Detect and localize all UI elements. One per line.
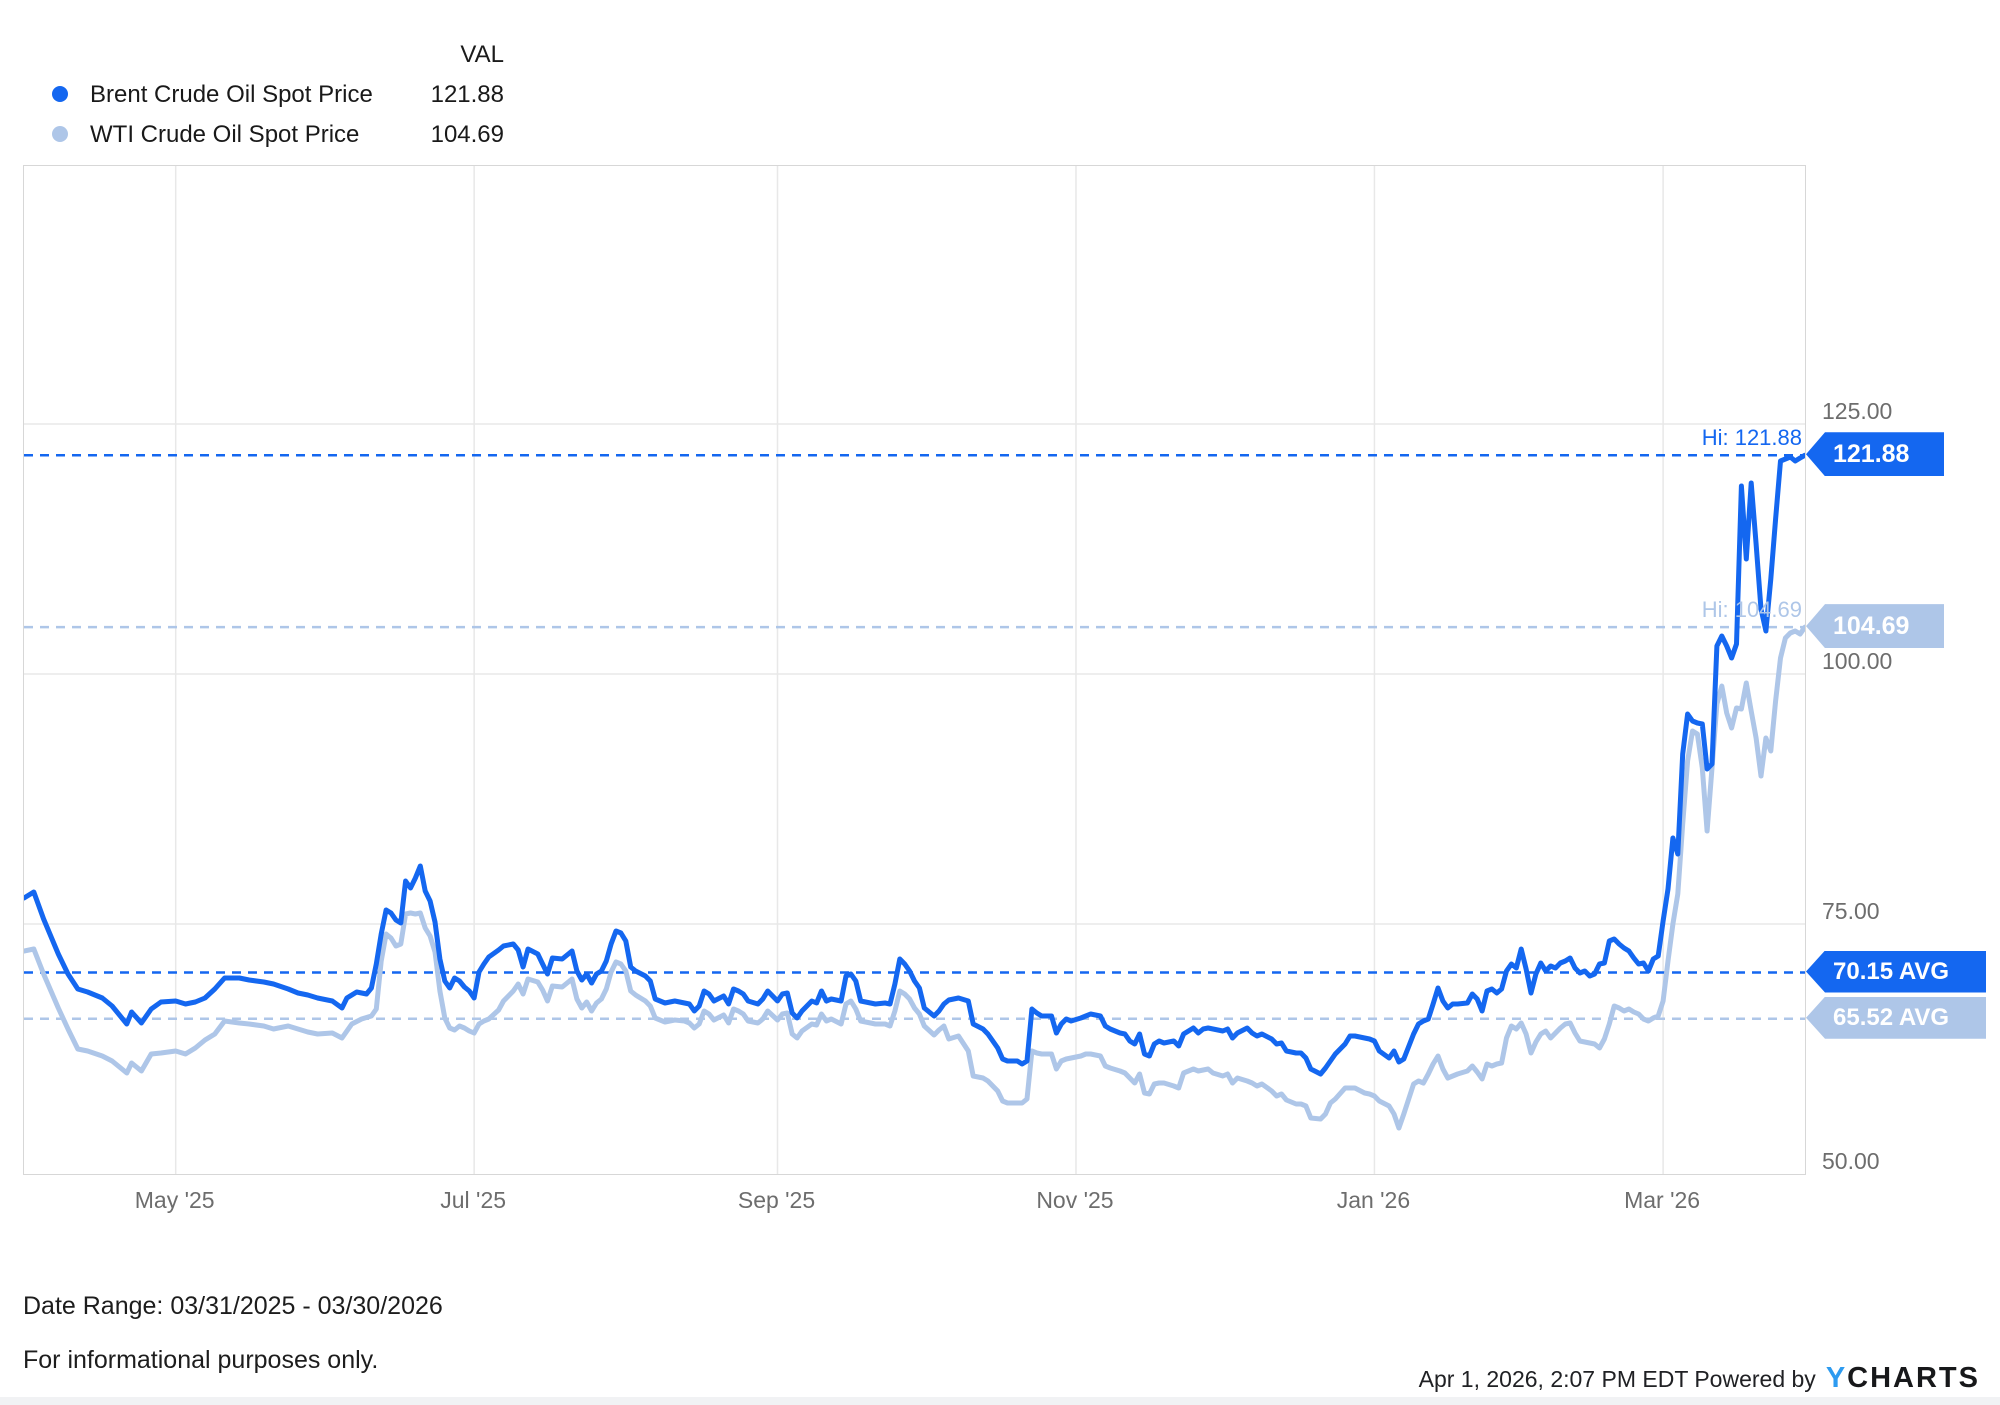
chart-canvas[interactable] bbox=[24, 166, 1805, 1174]
legend-val-column-header: VAL bbox=[460, 41, 504, 68]
brent-series-dot-icon bbox=[52, 86, 68, 102]
x-axis-label: Jan '26 bbox=[1336, 1187, 1411, 1213]
x-axis-label: Sep '25 bbox=[737, 1187, 816, 1213]
y-axis-label: 100.00 bbox=[1822, 648, 1893, 674]
y-axis-label: 50.00 bbox=[1822, 1148, 1880, 1174]
date-range-text: Date Range: 03/31/2025 - 03/30/2026 bbox=[23, 1292, 443, 1320]
disclaimer-text: For informational purposes only. bbox=[23, 1346, 379, 1374]
y-axis-label: 125.00 bbox=[1822, 398, 1893, 424]
last-value-badge-brent: 121.88 bbox=[1806, 432, 1944, 477]
bottom-edge-strip bbox=[0, 1397, 2000, 1405]
last-value-badge-wti: 104.69 bbox=[1806, 604, 1944, 649]
x-axis-label: Nov '25 bbox=[1036, 1187, 1114, 1213]
hi-label-wti: Hi: 104.69 bbox=[1701, 597, 1802, 623]
plot-area[interactable] bbox=[23, 165, 1806, 1175]
series-line-wti[interactable] bbox=[24, 624, 1805, 1131]
wti-series-dot-icon bbox=[52, 126, 68, 142]
series-line-brent[interactable] bbox=[24, 452, 1805, 1077]
x-axis-label: Jul '25 bbox=[440, 1187, 507, 1213]
wti-series-label: WTI Crude Oil Spot Price bbox=[90, 121, 360, 148]
ycharts-logo[interactable]: YCHARTS bbox=[1826, 1362, 1980, 1395]
hi-label-brent: Hi: 121.88 bbox=[1701, 425, 1802, 451]
brent-series-value: 121.88 bbox=[430, 81, 504, 108]
y-axis-label: 75.00 bbox=[1822, 898, 1880, 924]
ycharts-logo-charts: CHARTS bbox=[1847, 1362, 1980, 1394]
x-axis-label: May '25 bbox=[134, 1187, 215, 1213]
timestamp-text: Apr 1, 2026, 2:07 PM EDT Powered by bbox=[1418, 1366, 1816, 1392]
wti-series-value: 104.69 bbox=[430, 121, 504, 148]
x-axis-label: Mar '26 bbox=[1624, 1187, 1701, 1213]
footer-attribution: Apr 1, 2026, 2:07 PM EDT Powered by YCHA… bbox=[1419, 1362, 1980, 1395]
avg-badge-brent: 70.15 AVG bbox=[1806, 950, 1986, 993]
brent-series-label: Brent Crude Oil Spot Price bbox=[90, 81, 373, 108]
avg-badge-wti: 65.52 AVG bbox=[1806, 996, 1986, 1039]
ycharts-logo-y: Y bbox=[1825, 1362, 1848, 1394]
